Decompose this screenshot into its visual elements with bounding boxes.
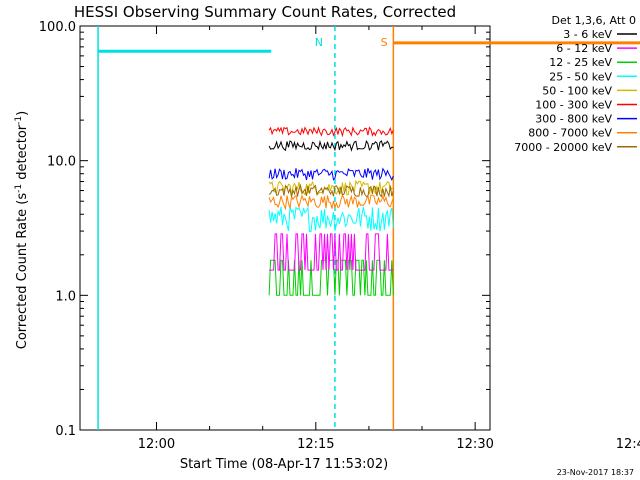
x-tick-label: 12:30: [456, 437, 493, 452]
series-line: [268, 193, 394, 211]
annotation-label: N: [315, 36, 323, 49]
x-axis-label: Start Time (08-Apr-17 11:53:02): [180, 457, 388, 472]
legend-label: 12 - 25 keV: [549, 56, 612, 69]
y-tick-label: 100.0: [39, 20, 76, 35]
legend-label: 7000 - 20000 keV: [514, 141, 612, 154]
series-line: [268, 139, 394, 152]
y-axis-label-sup2: -1: [14, 116, 24, 125]
annotation-label: S: [381, 36, 388, 49]
legend-label: 800 - 7000 keV: [528, 127, 612, 140]
x-tick-label: 12:45: [616, 437, 640, 452]
legend-label: 300 - 800 keV: [535, 113, 612, 126]
y-axis-label: Corrected Count Rate (s-1 detector-1): [14, 111, 30, 349]
y-axis-label-mid: detector: [15, 124, 30, 184]
legend-label: 50 - 100 keV: [542, 84, 612, 97]
footer-date: 23-Nov-2017 18:37: [557, 468, 634, 477]
plot-frame: [79, 25, 491, 431]
y-tick-label: 0.1: [55, 424, 76, 439]
y-tick-label: 10.0: [47, 155, 76, 170]
legend-header: Det 1,3,6, Att 0: [552, 14, 636, 27]
series-line: [268, 126, 394, 138]
plot-layer: 0.11.010.0100.012:0012:1512:3012:4513:00…: [39, 20, 640, 452]
series-line: [268, 206, 394, 233]
x-tick-label: 12:00: [138, 437, 175, 452]
legend-label: 3 - 6 keV: [563, 28, 612, 41]
series-line: [268, 183, 394, 198]
legend-label: 6 - 12 keV: [556, 42, 612, 55]
chart-title: HESSI Observing Summary Count Rates, Cor…: [74, 3, 456, 21]
series-line: [269, 233, 394, 271]
x-tick-label: 12:15: [297, 437, 334, 452]
y-axis-label-main: Corrected Count Rate (s: [15, 193, 30, 350]
series-line: [268, 167, 394, 181]
series-line: [268, 259, 394, 296]
y-tick-label: 1.0: [55, 289, 76, 304]
y-axis-label-end: ): [15, 111, 30, 116]
y-axis-label-sup1: -1: [14, 184, 24, 193]
legend-label: 25 - 50 keV: [549, 70, 612, 83]
legend-label: 100 - 300 keV: [535, 99, 612, 112]
